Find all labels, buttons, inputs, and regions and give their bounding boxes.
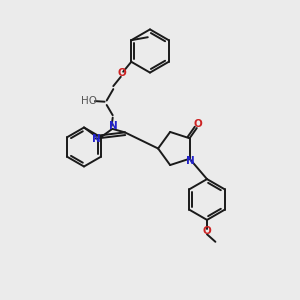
Text: N: N: [186, 156, 195, 166]
Text: O: O: [202, 226, 211, 236]
Text: O: O: [194, 119, 202, 129]
Text: N: N: [92, 134, 100, 144]
Text: N: N: [109, 122, 117, 131]
Text: HO: HO: [81, 96, 97, 106]
Text: O: O: [117, 68, 126, 78]
